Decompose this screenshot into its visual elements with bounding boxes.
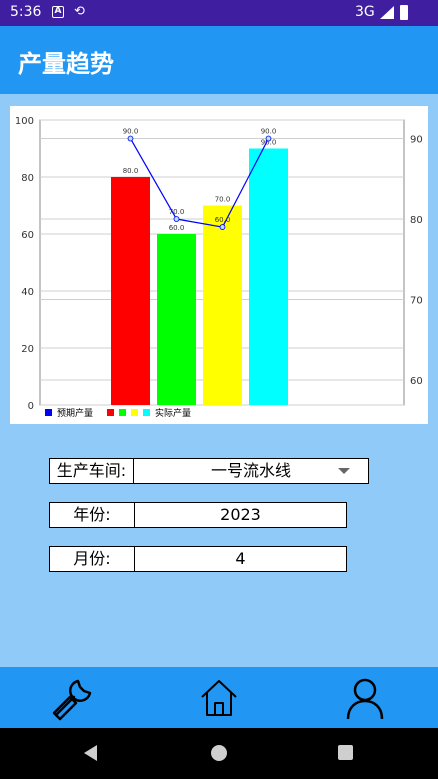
chart-card: 0 20 40 60 80 100 60 70 80 90 80.0 60.0 70.0 90.0 90.0…: [10, 106, 428, 424]
bar-value-label: 80.0: [123, 167, 139, 175]
workshop-select-value: 一号流水线: [210, 461, 291, 480]
production-chart: 0 20 40 60 80 100 60 70 80 90 80.0 60.0 70.0 90.0 90.0…: [15, 116, 423, 419]
legend-bar-label: 实际产量: [155, 407, 191, 419]
legend-line-swatch: [45, 409, 52, 416]
left-tick-label: 60: [21, 230, 34, 241]
right-tick-label: 70: [410, 296, 423, 307]
system-nav-bar: [0, 728, 438, 779]
home-icon[interactable]: [196, 675, 242, 721]
line-point: [265, 135, 272, 142]
network-type: 3G: [355, 4, 375, 20]
line-value-label: 60.0: [215, 216, 231, 224]
line-point: [173, 216, 180, 222]
user-icon[interactable]: [342, 675, 388, 721]
month-field[interactable]: 4: [135, 546, 347, 572]
status-bar: 5:36 A ⟲ 3G: [0, 0, 438, 26]
wrench-icon[interactable]: [50, 675, 96, 721]
left-tick-label: 100: [15, 116, 34, 127]
legend-bar-swatch: [131, 409, 138, 416]
line-point: [127, 135, 134, 142]
notification-a-icon: A: [52, 6, 64, 18]
year-label: 年份:: [49, 502, 135, 528]
bottom-nav: [0, 667, 438, 728]
sync-icon: ⟲: [74, 4, 85, 19]
bar: [111, 177, 150, 405]
legend-line-label: 预期产量: [57, 407, 93, 419]
app-bar: 产量趋势: [0, 26, 438, 94]
bar: [157, 234, 196, 405]
line-value-label: 90.0: [261, 128, 277, 136]
line-point: [219, 224, 226, 230]
signal-icon: [380, 6, 394, 19]
workshop-select[interactable]: 一号流水线: [134, 458, 369, 484]
bar-value-label: 90.0: [261, 139, 277, 147]
left-tick-label: 40: [21, 287, 34, 298]
bar: [249, 148, 288, 405]
page-title: 产量趋势: [18, 50, 114, 78]
right-tick-label: 60: [410, 376, 423, 387]
battery-icon: [400, 5, 408, 20]
right-tick-label: 80: [410, 215, 423, 226]
expected-line: [129, 138, 270, 228]
left-tick-label: 20: [21, 344, 34, 355]
back-icon[interactable]: [84, 745, 97, 761]
year-field[interactable]: 2023: [135, 502, 347, 528]
recents-icon[interactable]: [338, 745, 353, 760]
workshop-label: 生产车间:: [49, 458, 134, 484]
legend-bar-swatch: [143, 409, 150, 416]
line-value-label: 90.0: [123, 128, 139, 136]
workshop-row: 生产车间: 一号流水线: [49, 458, 369, 484]
line-value-label: 70.0: [169, 208, 185, 216]
month-row: 月份: 4: [49, 546, 347, 572]
month-label: 月份:: [49, 546, 135, 572]
legend-bar-swatch: [119, 409, 126, 416]
left-tick-label: 0: [28, 401, 34, 412]
left-tick-label: 80: [21, 173, 34, 184]
bar: [203, 205, 242, 405]
status-time: 5:36: [10, 4, 42, 20]
right-tick-label: 90: [410, 135, 423, 146]
year-row: 年份: 2023: [49, 502, 347, 528]
bar-value-label: 60.0: [169, 224, 185, 232]
home-circle-icon[interactable]: [211, 745, 227, 761]
bar-value-label: 70.0: [215, 196, 231, 204]
chevron-down-icon: [338, 468, 350, 474]
legend-bar-swatch: [107, 409, 114, 416]
